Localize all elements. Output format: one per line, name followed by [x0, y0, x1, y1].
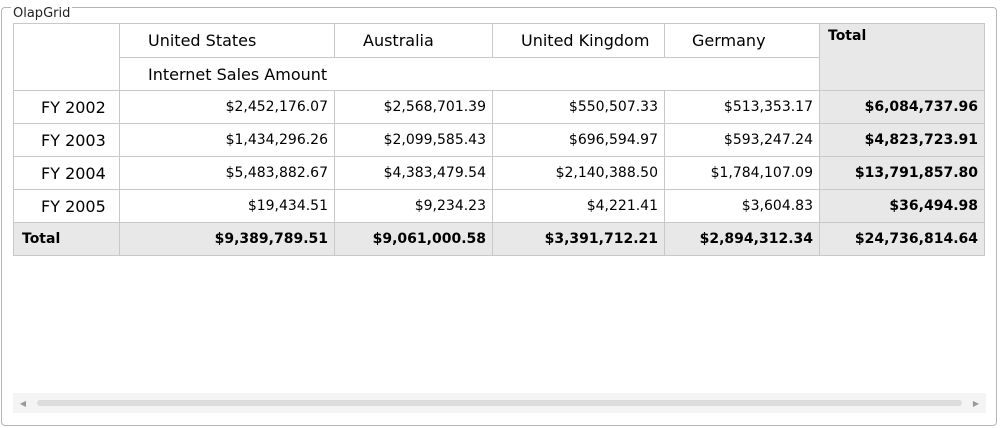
column-header-total[interactable]: Total: [819, 23, 985, 91]
value-cell[interactable]: $5,483,882.67: [119, 156, 335, 190]
value-cell[interactable]: $1,784,107.09: [664, 156, 820, 190]
grand-total-row: Total $9,389,789.51 $9,061,000.58 $3,391…: [13, 222, 985, 256]
column-total-cell[interactable]: $9,389,789.51: [119, 222, 335, 256]
table-row: FY 2004 $5,483,882.67 $4,383,479.54 $2,1…: [13, 156, 985, 190]
corner-cell: [13, 23, 120, 91]
row-header[interactable]: FY 2002: [13, 90, 120, 124]
row-total-cell[interactable]: $13,791,857.80: [819, 156, 985, 190]
value-cell[interactable]: $2,452,176.07: [119, 90, 335, 124]
value-cell[interactable]: $513,353.17: [664, 90, 820, 124]
value-cell[interactable]: $2,140,388.50: [492, 156, 665, 190]
olap-grid-groupbox: OlapGrid: [1, 7, 997, 426]
olap-grid: United States Australia United Kingdom G…: [13, 23, 985, 256]
column-header-united-states[interactable]: United States: [119, 23, 335, 58]
row-total-cell[interactable]: $6,084,737.96: [819, 90, 985, 124]
scrollbar-thumb[interactable]: [37, 400, 962, 406]
value-cell[interactable]: $19,434.51: [119, 189, 335, 223]
scroll-left-button[interactable]: ◀: [13, 393, 33, 413]
value-cell[interactable]: $2,568,701.39: [334, 90, 493, 124]
row-total-cell[interactable]: $4,823,723.91: [819, 123, 985, 157]
row-total-cell[interactable]: $36,494.98: [819, 189, 985, 223]
value-cell[interactable]: $9,234.23: [334, 189, 493, 223]
column-header-united-kingdom[interactable]: United Kingdom: [492, 23, 665, 58]
grand-total-label[interactable]: Total: [13, 222, 120, 256]
grand-total-cell[interactable]: $24,736,814.64: [819, 222, 985, 256]
column-total-cell[interactable]: $3,391,712.21: [492, 222, 665, 256]
value-cell[interactable]: $696,594.97: [492, 123, 665, 157]
value-cell[interactable]: $1,434,296.26: [119, 123, 335, 157]
arrow-left-icon: ◀: [19, 398, 27, 408]
groupbox-title: OlapGrid: [11, 6, 73, 21]
column-total-cell[interactable]: $9,061,000.58: [334, 222, 493, 256]
value-cell[interactable]: $550,507.33: [492, 90, 665, 124]
measure-header[interactable]: Internet Sales Amount: [119, 57, 820, 91]
value-cell[interactable]: $4,383,479.54: [334, 156, 493, 190]
table-row: FY 2003 $1,434,296.26 $2,099,585.43 $696…: [13, 123, 985, 157]
column-header-row: United States Australia United Kingdom G…: [13, 23, 985, 91]
column-header-germany[interactable]: Germany: [664, 23, 820, 58]
scroll-right-button[interactable]: ▶: [966, 393, 986, 413]
row-header[interactable]: FY 2005: [13, 189, 120, 223]
value-cell[interactable]: $593,247.24: [664, 123, 820, 157]
value-cell[interactable]: $3,604.83: [664, 189, 820, 223]
column-total-cell[interactable]: $2,894,312.34: [664, 222, 820, 256]
value-cell[interactable]: $2,099,585.43: [334, 123, 493, 157]
horizontal-scrollbar[interactable]: ◀ ▶: [13, 393, 986, 413]
value-cell[interactable]: $4,221.41: [492, 189, 665, 223]
row-header[interactable]: FY 2003: [13, 123, 120, 157]
row-header[interactable]: FY 2004: [13, 156, 120, 190]
arrow-right-icon: ▶: [972, 398, 980, 408]
column-header-australia[interactable]: Australia: [334, 23, 493, 58]
table-row: FY 2005 $19,434.51 $9,234.23 $4,221.41 $…: [13, 189, 985, 223]
table-row: FY 2002 $2,452,176.07 $2,568,701.39 $550…: [13, 90, 985, 124]
